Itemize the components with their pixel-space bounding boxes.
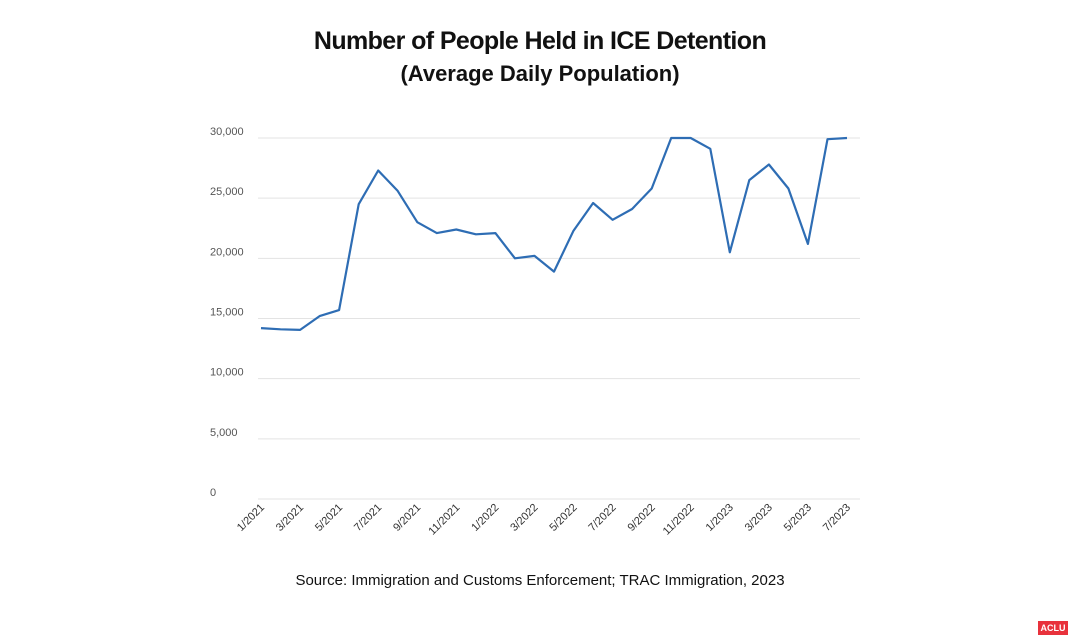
x-tick-label: 5/2021 — [313, 502, 345, 534]
x-tick-label: 7/2023 — [821, 502, 853, 534]
x-tick-label: 1/2021 — [235, 502, 267, 534]
x-tick-label: 5/2023 — [782, 502, 814, 534]
x-tick-label: 11/2021 — [426, 502, 462, 538]
x-axis-ticks: 1/2021 3/2021 5/2021 7/2021 9/2021 11/2021 1/2… — [235, 502, 853, 538]
y-tick-label: 25,000 — [210, 186, 244, 198]
aclu-logo: ACLU — [1038, 621, 1068, 635]
x-tick-label: 9/2021 — [391, 502, 423, 534]
x-tick-label: 3/2023 — [743, 502, 775, 534]
y-tick-label: 20,000 — [210, 246, 244, 258]
series-line-layer — [260, 136, 848, 331]
y-tick-label: 5,000 — [210, 427, 238, 439]
y-axis-ticks: 0 5,000 10,000 15,000 20,000 25,000 30,000 — [210, 126, 244, 499]
chart-title: Number of People Held in ICE Detention — [313, 27, 767, 55]
line-chart: 0 5,000 10,000 15,000 20,000 25,000 30,000 1/2… — [210, 126, 860, 538]
y-tick-label: 15,000 — [210, 307, 244, 319]
series-line — [260, 136, 848, 331]
x-tick-label: 1/2022 — [469, 502, 501, 534]
x-tick-label: 5/2022 — [547, 502, 579, 534]
chart-subtitle: (Average Daily Population) — [400, 61, 680, 86]
x-tick-label: 3/2022 — [508, 502, 540, 534]
x-tick-label: 1/2023 — [704, 502, 736, 534]
x-tick-label: 11/2022 — [661, 502, 697, 538]
y-tick-label: 30,000 — [210, 126, 244, 138]
source-note: Source: Immigration and Customs Enforcem… — [295, 572, 785, 589]
x-tick-label: 3/2021 — [274, 502, 306, 534]
x-tick-label: 7/2021 — [352, 502, 384, 534]
x-tick-label: 9/2022 — [626, 502, 658, 534]
gridlines — [258, 137, 860, 500]
y-tick-label: 0 — [210, 487, 216, 499]
x-tick-label: 7/2022 — [586, 502, 618, 534]
y-tick-label: 10,000 — [210, 367, 244, 379]
